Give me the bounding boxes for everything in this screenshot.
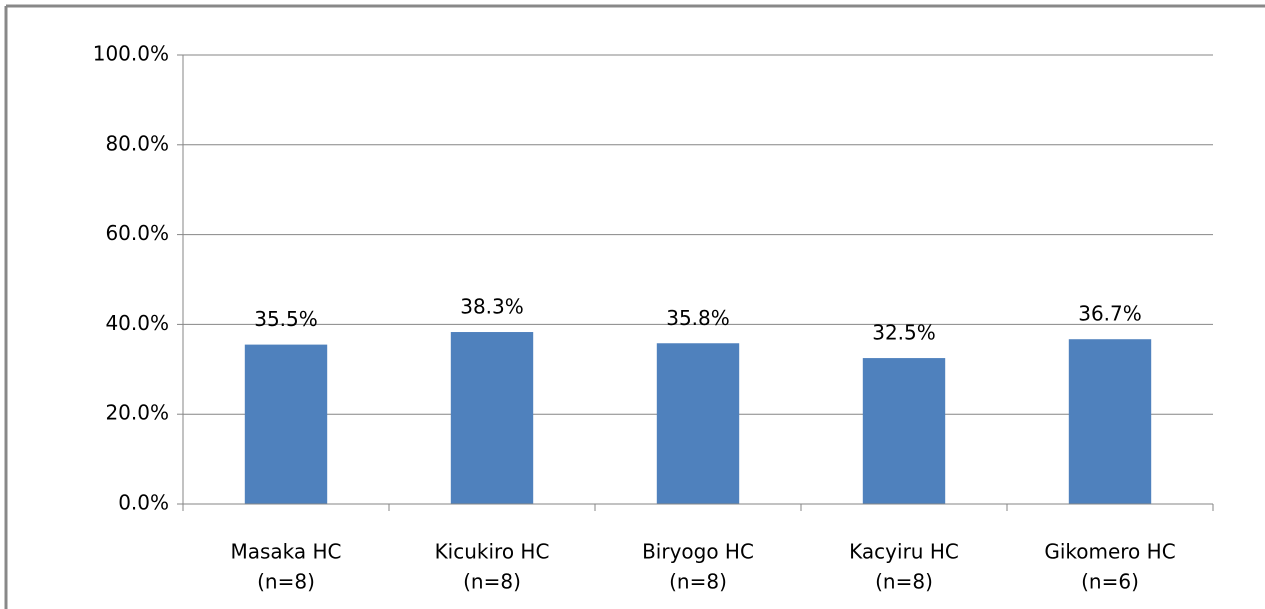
x-tick-label: Gikomero HC [1044,540,1175,564]
bar [862,358,946,504]
y-tick-label: 100.0% [93,42,169,66]
x-tick-label: Masaka HC [230,540,341,564]
x-tick-label: (n=8) [257,570,315,594]
x-tick-label: Biryogo HC [642,540,754,564]
y-tick-label: 80.0% [105,131,169,155]
bar [450,332,534,504]
bar [656,343,740,504]
bar [244,344,328,504]
data-label: 38.3% [460,295,524,319]
x-tick-label: (n=6) [1081,570,1139,594]
y-tick-label: 60.0% [105,221,169,245]
y-tick-label: 20.0% [105,401,169,425]
y-tick-label: 40.0% [105,311,169,335]
x-tick-label: (n=8) [875,570,933,594]
x-tick-label: (n=8) [669,570,727,594]
data-label: 36.7% [1078,302,1142,326]
x-tick-label: Kacyiru HC [849,540,959,564]
data-label: 32.5% [872,321,936,345]
y-tick-label: 0.0% [118,491,169,515]
data-label: 35.5% [254,307,318,331]
data-label: 35.8% [666,306,730,330]
x-tick-label: (n=8) [463,570,521,594]
x-tick-label: Kicukiro HC [435,540,550,564]
bar [1068,339,1152,504]
